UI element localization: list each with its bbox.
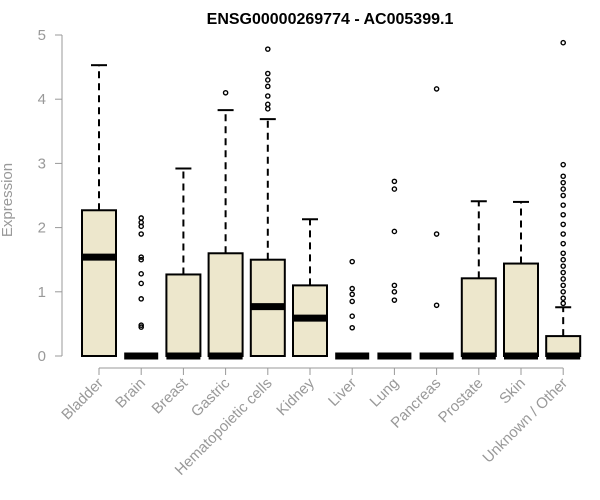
outlier-point [138, 322, 144, 328]
outlier-point [560, 250, 567, 257]
outlier-point [264, 46, 271, 52]
outlier-point [560, 221, 567, 228]
outlier-point [560, 179, 567, 186]
outlier-point [560, 300, 567, 307]
box-liver [335, 258, 370, 360]
outlier-point [222, 89, 229, 96]
outlier-point [264, 106, 271, 112]
outlier-point [560, 282, 567, 289]
box-lung [377, 178, 412, 360]
outlier-point [138, 254, 144, 260]
outlier-point [391, 288, 398, 295]
outlier-point [560, 288, 567, 295]
box-rect [165, 273, 202, 357]
outlier-point [560, 231, 567, 237]
box-series [81, 39, 582, 360]
outlier-point [560, 295, 567, 302]
outlier-point [560, 211, 567, 218]
outlier-point [560, 39, 567, 46]
outlier-point [138, 324, 144, 330]
x-tick-label: Breast [149, 374, 192, 417]
x-tick-label: Liver [325, 375, 360, 410]
outlier-point [560, 256, 567, 263]
outlier-point [264, 70, 271, 77]
y-tick-label: 4 [38, 91, 46, 108]
outlier-point [560, 263, 567, 269]
outlier-point [349, 324, 356, 331]
outlier-point [391, 297, 398, 303]
y-tick-label: 1 [38, 284, 46, 301]
outlier-point [138, 231, 144, 237]
outlier-point [560, 269, 567, 276]
box-skin [503, 200, 539, 360]
outlier-point [433, 86, 440, 92]
outlier-point [349, 285, 356, 292]
x-tick-label: Kidney [273, 374, 318, 419]
outlier-point [138, 296, 144, 302]
y-axis-title: Expression [0, 163, 16, 237]
y-tick-label: 2 [38, 220, 46, 237]
outlier-point [391, 186, 398, 192]
box-brain [124, 215, 159, 360]
y-tick-label: 0 [38, 348, 46, 365]
x-tick-label: Lung [367, 375, 403, 411]
box-pancreas [419, 86, 454, 360]
outlier-point [560, 186, 567, 192]
x-tick-label: Bladder [58, 375, 107, 424]
outlier-point [560, 192, 567, 199]
box-prostate [460, 200, 497, 360]
box-gastric [207, 89, 244, 360]
outlier-point [349, 291, 356, 298]
outlier-point [560, 276, 567, 282]
outlier-point [560, 173, 567, 180]
box-rect [503, 262, 539, 357]
x-tick-label: Brain [112, 375, 149, 412]
outlier-point [349, 298, 356, 305]
outlier-point [264, 93, 271, 99]
box-rect [81, 209, 117, 357]
box-rect [460, 277, 497, 357]
outlier-point [391, 228, 398, 235]
outlier-point [433, 231, 440, 237]
outlier-point [433, 302, 440, 309]
box-hematopoietic-cells [249, 46, 286, 358]
outlier-point [560, 202, 567, 208]
outlier-point [264, 83, 271, 90]
outlier-point [264, 101, 271, 108]
y-tick-label: 5 [38, 27, 46, 44]
box-breast [165, 167, 202, 360]
box-rect [207, 252, 244, 357]
x-tick-label: Skin [496, 375, 529, 408]
outlier-point [349, 258, 356, 265]
y-tick-label: 3 [38, 155, 46, 172]
chart-title: ENSG00000269774 - AC005399.1 [207, 11, 454, 28]
outlier-point [138, 256, 144, 263]
outlier-point [560, 240, 567, 247]
outlier-point [349, 313, 356, 319]
outlier-point [264, 77, 271, 83]
box-kidney [292, 218, 328, 358]
x-tick-label: Prostate [435, 375, 487, 427]
box-unknown-other [545, 39, 582, 360]
outlier-point [391, 178, 398, 185]
outlier-point [138, 215, 144, 221]
outlier-point [138, 280, 144, 287]
y-axis: 0 1 2 3 4 5 [38, 27, 63, 365]
box-bladder [81, 64, 117, 357]
outlier-point [560, 161, 567, 168]
outlier-point [138, 271, 144, 277]
outlier-point [138, 219, 144, 226]
outlier-point [391, 282, 398, 289]
